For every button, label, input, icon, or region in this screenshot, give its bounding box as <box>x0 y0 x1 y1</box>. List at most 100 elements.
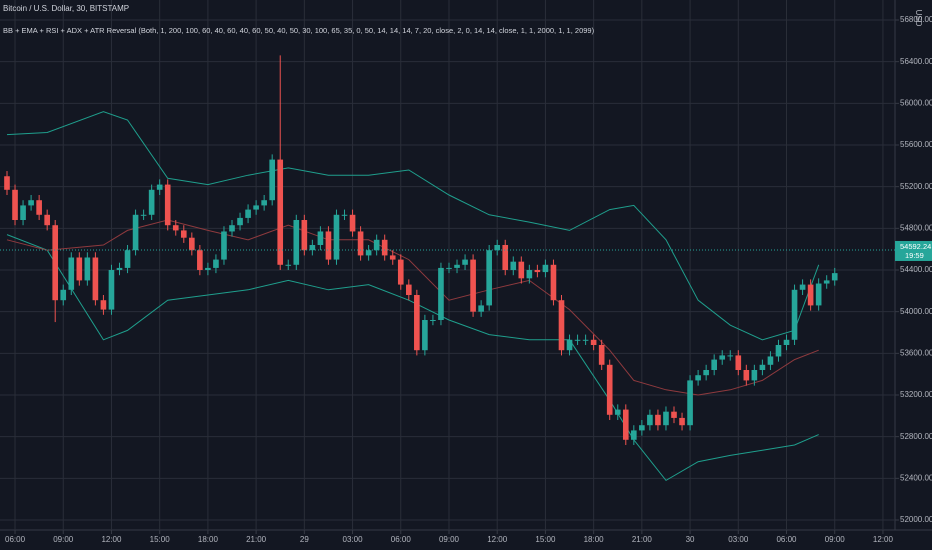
indicator-legend: BB + EMA + RSI + ADX + ATR Reversal (Bot… <box>3 26 595 35</box>
candle-body <box>277 159 284 265</box>
candle-body <box>454 264 460 268</box>
candle-body <box>695 375 701 381</box>
candle-body <box>799 284 806 290</box>
candle-body <box>301 220 308 251</box>
candle-body <box>534 270 541 273</box>
y-tick-label: 52800.00 <box>900 432 932 441</box>
x-tick-label: 03:00 <box>728 535 749 544</box>
candle-body <box>687 380 693 426</box>
candle-body <box>574 339 581 341</box>
candle-body <box>663 411 669 426</box>
candle-body <box>815 283 822 306</box>
candle-body <box>542 264 549 273</box>
candle-body <box>582 339 589 341</box>
candle-body <box>237 217 243 226</box>
candle-body <box>430 320 436 321</box>
x-tick-label: 06:00 <box>776 535 797 544</box>
candle-body <box>189 237 195 251</box>
candle-body <box>213 259 219 268</box>
axes: 52000.00 52400.00 52800.00 53200.00 53600.00… <box>0 15 932 544</box>
candle-body <box>124 250 131 268</box>
indicator-lines <box>6 111 820 482</box>
candle-body <box>606 364 613 415</box>
candle-body <box>325 231 332 260</box>
candle-body <box>317 231 324 245</box>
candle-body <box>679 417 685 426</box>
candle-body <box>293 220 300 265</box>
indicator-line <box>6 219 819 396</box>
candle-body <box>68 257 75 290</box>
x-tick-label: 12:00 <box>873 535 894 544</box>
candle-body <box>229 225 235 232</box>
candle-body <box>727 355 734 357</box>
candle-body <box>422 320 428 351</box>
candle-body <box>735 355 742 370</box>
countdown-label: 19:59 <box>905 251 924 260</box>
candle-body <box>172 225 179 231</box>
candle-body <box>20 205 26 220</box>
candle-body <box>462 259 468 265</box>
candle-body <box>261 200 267 206</box>
candle-body <box>148 189 155 215</box>
candle-body <box>775 345 782 357</box>
candle-body <box>671 411 677 418</box>
y-tick-label: 52000.00 <box>900 515 932 524</box>
x-tick-label: 12:00 <box>101 535 122 544</box>
candle-body <box>164 184 171 226</box>
candle-body <box>76 257 83 281</box>
y-tick-label: 56400.00 <box>900 57 932 66</box>
candle-body <box>28 200 34 206</box>
candle-body <box>4 176 10 190</box>
candle-body <box>205 267 211 270</box>
candle-body <box>743 370 750 381</box>
candle-body <box>558 300 565 351</box>
candle-body <box>132 214 139 251</box>
candle-body <box>197 250 203 270</box>
chart-title: Bitcoin / U.S. Dollar, 30, BITSTAMP <box>3 4 129 13</box>
candle-body <box>333 214 340 260</box>
candle-body <box>614 409 621 415</box>
candle-body <box>60 289 67 301</box>
candle-body <box>381 239 388 256</box>
candle-body <box>349 214 356 232</box>
candle-body <box>823 280 830 284</box>
candle-body <box>502 245 509 270</box>
candle-body <box>52 225 59 301</box>
x-tick-label: 09:00 <box>53 535 74 544</box>
candle-body <box>357 231 364 256</box>
candle-body <box>12 189 18 220</box>
candle-body <box>470 259 476 312</box>
candle-body <box>783 339 790 345</box>
candle-body <box>36 200 42 215</box>
x-tick-label: 18:00 <box>584 535 605 544</box>
candle-body <box>526 270 533 279</box>
candle-body <box>397 259 404 285</box>
x-tick-label: 06:00 <box>391 535 412 544</box>
candle-body <box>831 273 838 281</box>
candle-body <box>309 245 316 251</box>
indicator-line <box>6 234 819 482</box>
candles <box>4 55 838 445</box>
candle-body <box>414 295 420 351</box>
candle-body <box>510 261 517 270</box>
y-tick-label: 55200.00 <box>900 182 932 191</box>
candle-body <box>405 284 412 295</box>
y-tick-label: 54000.00 <box>900 307 932 316</box>
currency-label: USD <box>914 10 923 27</box>
x-tick-label: 21:00 <box>246 535 267 544</box>
candle-body <box>751 370 758 381</box>
x-tick-label: 06:00 <box>5 535 26 544</box>
candle-body <box>807 284 814 306</box>
candle-body <box>389 255 396 260</box>
candle-body <box>116 267 123 270</box>
x-tick-label: 03:00 <box>343 535 364 544</box>
x-tick-label: 21:00 <box>632 535 653 544</box>
y-tick-label: 52400.00 <box>900 473 932 482</box>
candle-body <box>92 257 99 301</box>
candle-body <box>253 205 259 210</box>
y-tick-label: 56800.00 <box>900 15 932 24</box>
candle-body <box>269 159 276 201</box>
